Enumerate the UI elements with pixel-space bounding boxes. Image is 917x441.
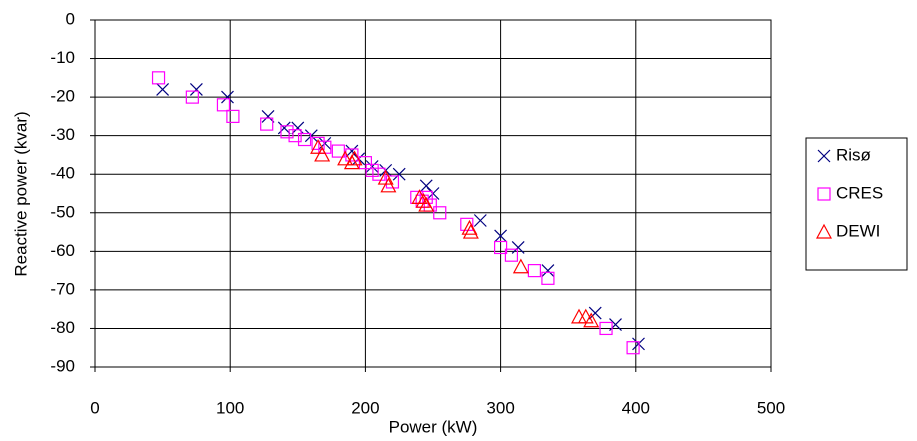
marker [511, 241, 525, 254]
marker [358, 156, 372, 170]
marker [345, 148, 359, 162]
marker [318, 136, 332, 150]
marker [599, 321, 613, 336]
marker [185, 90, 199, 104]
marker [583, 312, 600, 328]
marker [189, 82, 203, 96]
y-tick-label: -20 [50, 87, 75, 106]
marker [297, 132, 312, 147]
marker [365, 163, 379, 177]
y-tick-label: -40 [50, 164, 75, 183]
x-tick-label: 0 [90, 398, 99, 417]
legend-marker [815, 223, 833, 239]
marker [418, 196, 435, 212]
x-tick-label: 300 [486, 398, 514, 417]
x-tick-label: 400 [622, 398, 650, 417]
marker [261, 109, 275, 123]
legend-box [805, 137, 908, 271]
y-tick-label: -60 [50, 241, 75, 260]
marker [221, 90, 234, 104]
marker [304, 129, 318, 143]
marker [291, 121, 305, 135]
marker [527, 264, 542, 278]
x-axis-title: Power (kW) [389, 417, 478, 436]
legend-label: DEWI [836, 221, 880, 240]
marker [365, 160, 379, 173]
marker [541, 271, 555, 285]
y-tick-label: -10 [50, 48, 75, 67]
legend-label: CRES [836, 183, 883, 202]
x-tick-label: 100 [216, 398, 244, 417]
marker [346, 150, 363, 166]
y-tick-label: -80 [50, 318, 75, 337]
y-axis-title: Reactive power (kvar) [11, 111, 30, 276]
legend-marker [817, 149, 831, 163]
marker [626, 341, 640, 355]
marker [280, 125, 294, 139]
legend-label: Risø [836, 145, 871, 164]
marker [541, 264, 555, 278]
marker [156, 82, 170, 96]
y-tick-label: -30 [50, 125, 75, 144]
marker [288, 129, 302, 143]
marker [411, 189, 428, 204]
marker [216, 98, 231, 112]
marker [419, 179, 433, 193]
marker [151, 71, 166, 85]
marker [392, 167, 406, 181]
marker [512, 258, 529, 274]
marker [310, 138, 327, 154]
marker [380, 177, 397, 193]
marker [461, 219, 478, 235]
marker [226, 109, 240, 123]
marker [494, 240, 508, 255]
y-tick-label: 0 [66, 9, 75, 28]
marker [433, 206, 447, 220]
marker [460, 217, 474, 231]
marker [462, 223, 479, 239]
marker [314, 146, 331, 162]
legend-marker [817, 187, 831, 201]
marker [260, 117, 274, 131]
y-tick-label: -90 [50, 356, 75, 375]
marker [494, 229, 508, 243]
marker [277, 121, 291, 135]
marker [473, 214, 487, 227]
x-tick-label: 200 [351, 398, 379, 417]
marker [504, 248, 519, 262]
x-tick-label: 500 [757, 398, 785, 417]
y-tick-label: -50 [50, 202, 75, 221]
marker [588, 306, 602, 320]
marker [372, 167, 386, 181]
marker [331, 144, 345, 158]
y-tick-label: -70 [50, 279, 75, 298]
marker [337, 150, 354, 166]
marker [311, 136, 325, 150]
marker [426, 187, 440, 200]
